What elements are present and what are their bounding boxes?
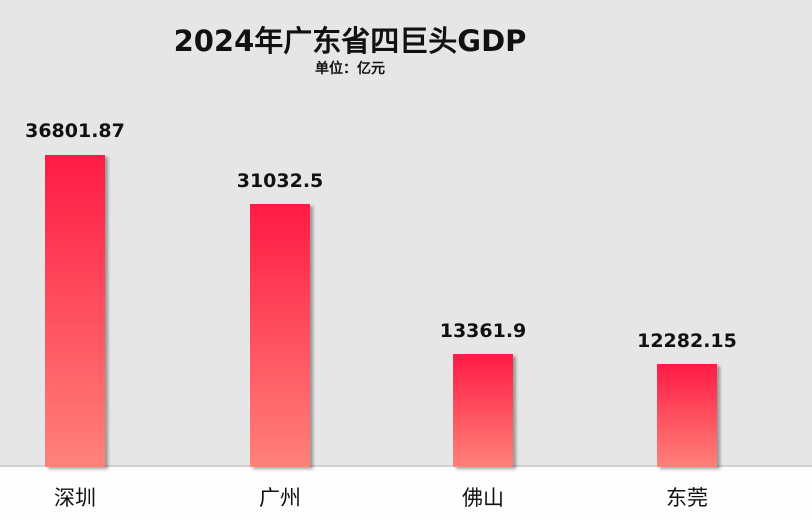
- bar-dongguan: [657, 364, 717, 467]
- value-label-shenzhen: 36801.87: [25, 120, 125, 142]
- value-label-dongguan: 12282.15: [637, 330, 737, 352]
- category-label-dongguan: 东莞: [666, 486, 708, 510]
- category-label-foshan: 佛山: [462, 486, 504, 510]
- chart-subtitle: 单位：亿元: [315, 61, 385, 77]
- category-label-guangzhou: 广州: [259, 486, 301, 510]
- bar-shenzhen: [45, 155, 105, 467]
- bar-guangzhou: [250, 204, 310, 467]
- value-label-foshan: 13361.9: [439, 320, 527, 342]
- bar-foshan: [453, 354, 513, 467]
- chart-title: 2024年广东省四巨头GDP: [173, 24, 527, 58]
- value-label-guangzhou: 31032.5: [236, 170, 324, 192]
- category-label-shenzhen: 深圳: [54, 486, 96, 510]
